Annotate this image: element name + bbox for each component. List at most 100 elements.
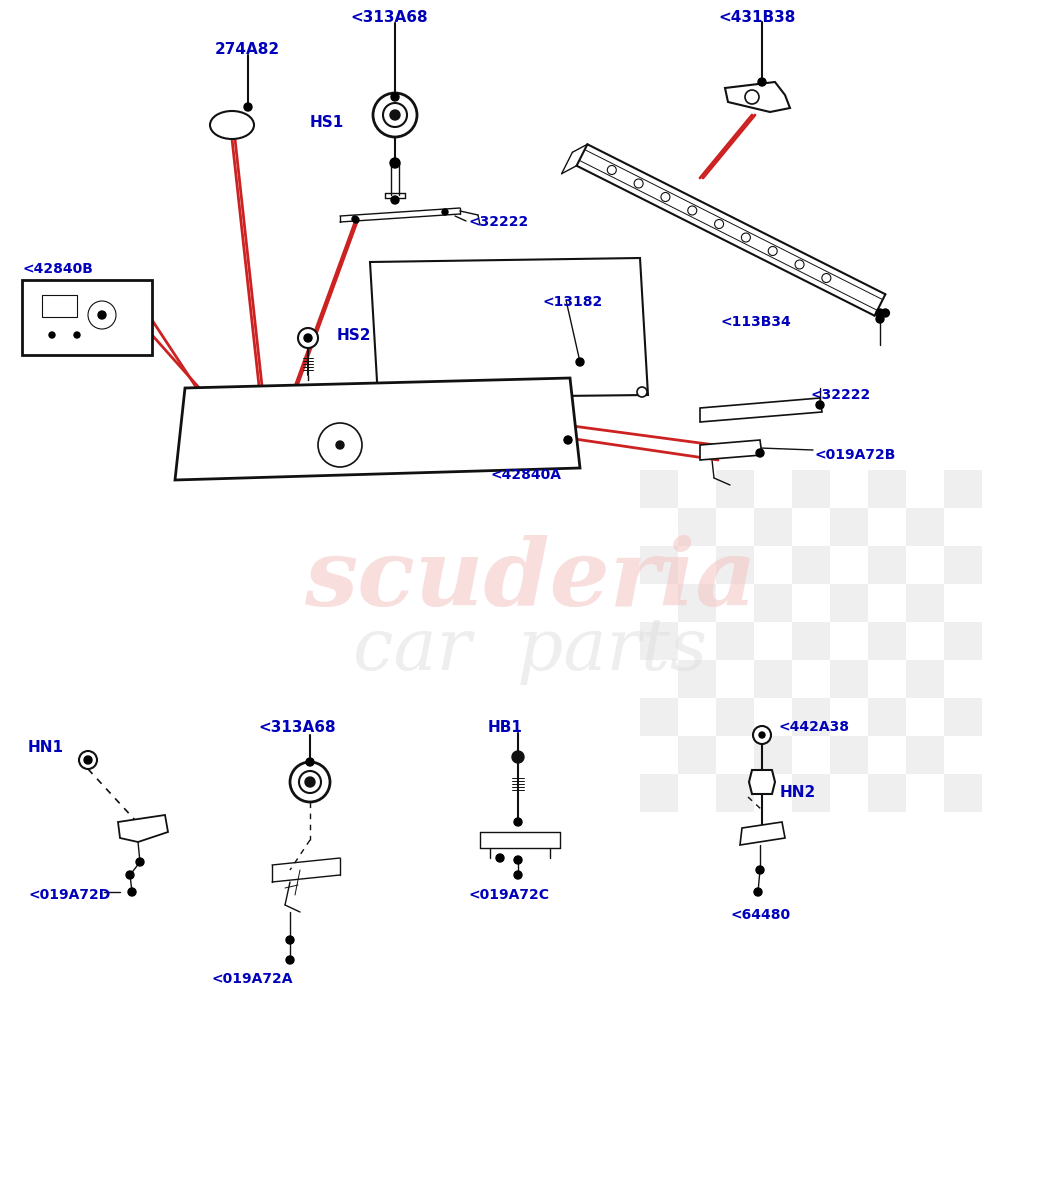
Text: <019A72B: <019A72B bbox=[815, 448, 897, 462]
Bar bbox=[868, 622, 906, 660]
Text: <42840A: <42840A bbox=[490, 468, 561, 482]
Circle shape bbox=[299, 770, 321, 793]
Polygon shape bbox=[370, 258, 648, 398]
Bar bbox=[906, 584, 944, 622]
Bar bbox=[830, 736, 868, 774]
Bar bbox=[716, 622, 754, 660]
Circle shape bbox=[742, 233, 750, 242]
Bar bbox=[678, 508, 716, 546]
Text: <431B38: <431B38 bbox=[718, 10, 796, 25]
Polygon shape bbox=[740, 822, 785, 845]
Bar bbox=[868, 774, 906, 812]
Bar bbox=[792, 774, 830, 812]
Text: <019A72D: <019A72D bbox=[28, 888, 110, 902]
Circle shape bbox=[244, 103, 253, 110]
Circle shape bbox=[661, 192, 669, 202]
Circle shape bbox=[318, 422, 362, 467]
Bar bbox=[830, 584, 868, 622]
Circle shape bbox=[876, 308, 884, 317]
Bar bbox=[640, 698, 678, 736]
Circle shape bbox=[49, 332, 55, 338]
Circle shape bbox=[352, 216, 358, 222]
Bar bbox=[906, 736, 944, 774]
Circle shape bbox=[136, 858, 144, 866]
Circle shape bbox=[79, 751, 97, 769]
Polygon shape bbox=[700, 398, 822, 422]
Circle shape bbox=[84, 756, 92, 764]
Circle shape bbox=[758, 78, 766, 86]
Circle shape bbox=[514, 871, 522, 878]
Circle shape bbox=[822, 274, 831, 282]
Bar bbox=[22, 280, 152, 355]
Text: <019A72A: <019A72A bbox=[211, 972, 293, 986]
Bar bbox=[640, 774, 678, 812]
Ellipse shape bbox=[210, 110, 254, 139]
Circle shape bbox=[754, 888, 762, 896]
Circle shape bbox=[759, 732, 765, 738]
Text: 274A82: 274A82 bbox=[215, 42, 280, 56]
Circle shape bbox=[745, 90, 759, 104]
Polygon shape bbox=[749, 770, 775, 794]
Circle shape bbox=[298, 328, 318, 348]
Bar bbox=[792, 470, 830, 508]
Bar bbox=[906, 508, 944, 546]
Circle shape bbox=[688, 206, 697, 215]
Circle shape bbox=[882, 308, 889, 317]
Bar bbox=[944, 546, 982, 584]
Circle shape bbox=[305, 334, 312, 342]
Circle shape bbox=[390, 110, 400, 120]
Circle shape bbox=[576, 358, 584, 366]
Bar bbox=[944, 698, 982, 736]
Polygon shape bbox=[700, 440, 762, 460]
Circle shape bbox=[634, 179, 643, 188]
Circle shape bbox=[390, 158, 400, 168]
Text: car  parts: car parts bbox=[353, 614, 707, 685]
Circle shape bbox=[128, 888, 136, 896]
Bar bbox=[944, 470, 982, 508]
Bar bbox=[792, 622, 830, 660]
Circle shape bbox=[392, 92, 399, 101]
Circle shape bbox=[88, 301, 116, 329]
Bar bbox=[716, 470, 754, 508]
Text: scuderia: scuderia bbox=[303, 535, 756, 625]
Text: <32222: <32222 bbox=[468, 215, 528, 229]
Text: <13182: <13182 bbox=[543, 295, 604, 308]
Bar bbox=[640, 622, 678, 660]
Circle shape bbox=[306, 758, 314, 766]
Circle shape bbox=[383, 103, 407, 127]
Text: HN1: HN1 bbox=[28, 740, 64, 755]
Circle shape bbox=[637, 386, 647, 397]
Text: <442A38: <442A38 bbox=[778, 720, 849, 734]
Bar bbox=[944, 622, 982, 660]
Circle shape bbox=[512, 751, 524, 763]
Circle shape bbox=[305, 778, 315, 787]
Circle shape bbox=[607, 166, 616, 174]
Bar bbox=[42, 295, 77, 317]
Circle shape bbox=[373, 92, 417, 137]
Text: HS1: HS1 bbox=[310, 115, 344, 130]
Circle shape bbox=[286, 936, 294, 944]
Bar bbox=[868, 546, 906, 584]
Bar bbox=[716, 774, 754, 812]
Bar bbox=[678, 660, 716, 698]
Bar bbox=[754, 736, 792, 774]
Bar bbox=[830, 660, 868, 698]
Bar bbox=[678, 736, 716, 774]
Circle shape bbox=[876, 314, 884, 323]
Circle shape bbox=[795, 260, 804, 269]
Bar bbox=[754, 508, 792, 546]
Bar bbox=[678, 584, 716, 622]
Bar bbox=[716, 546, 754, 584]
Circle shape bbox=[336, 440, 344, 449]
Circle shape bbox=[768, 246, 778, 256]
Bar bbox=[868, 470, 906, 508]
Circle shape bbox=[756, 866, 764, 874]
Bar bbox=[792, 698, 830, 736]
Bar bbox=[868, 698, 906, 736]
Bar bbox=[754, 660, 792, 698]
Text: HS2: HS2 bbox=[337, 328, 371, 343]
Circle shape bbox=[495, 854, 504, 862]
Text: <42840B: <42840B bbox=[22, 262, 93, 276]
Text: <32222: <32222 bbox=[810, 388, 870, 402]
Circle shape bbox=[392, 196, 399, 204]
